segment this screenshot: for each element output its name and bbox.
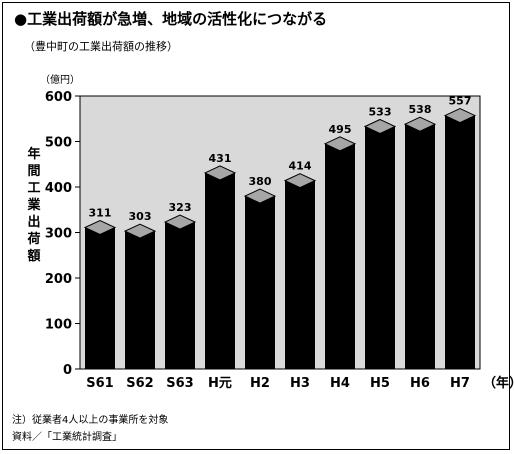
bar-value-label: 533 (369, 105, 392, 118)
bar-value-label: 431 (209, 152, 232, 165)
bar-cap (323, 136, 357, 152)
y-axis-label-char: 工 (27, 181, 40, 196)
bar-value-label: 557 (449, 95, 472, 108)
x-tick-label: S61 (86, 376, 113, 391)
bar-value-label: 538 (409, 103, 432, 116)
y-tick-label: 100 (45, 318, 72, 333)
y-axis-label-char: 額 (26, 248, 40, 264)
y-tick-label: 0 (63, 363, 72, 378)
x-tick-label: H7 (450, 376, 470, 391)
bar-cap (163, 214, 197, 230)
y-tick-label: 600 (45, 90, 72, 105)
bar-value-label: 311 (89, 206, 112, 219)
y-axis-label-char: 間 (27, 164, 40, 179)
chart-title: ●工業出荷額が急増、地域の活性化につながる (14, 10, 327, 28)
y-axis-label-char: 荷 (26, 231, 40, 247)
bar (405, 124, 435, 370)
bar-cap (403, 116, 437, 132)
bar (205, 172, 235, 369)
bars: 311 303 323 431 380 414 495 533 538 557 (83, 95, 477, 370)
x-tick-label: H4 (330, 376, 350, 391)
bar-value-label: 303 (129, 210, 152, 223)
y-axis-ticks: 0 100 200 300 400 500 600 (45, 90, 80, 378)
bar (85, 227, 115, 369)
bar (125, 231, 155, 369)
bar (285, 180, 315, 369)
y-axis-label-char: 年 (27, 146, 40, 162)
bar-cap (363, 118, 397, 135)
bar (445, 115, 475, 369)
x-tick-label: H6 (410, 376, 430, 391)
bar-value-label: 380 (249, 175, 272, 188)
bar-value-label: 495 (329, 123, 352, 136)
bar (245, 196, 275, 369)
footnote-scope: 注）従業者4人以上の事業所を対象 (12, 413, 168, 426)
y-axis-label-char: 業 (26, 197, 41, 213)
x-tick-label: H5 (370, 376, 390, 391)
bar-cap (443, 108, 477, 124)
bar-cap (123, 223, 157, 239)
y-unit-label: （億円） (40, 73, 80, 86)
bar (165, 222, 195, 369)
bar (325, 143, 355, 369)
bar-cap (203, 165, 237, 181)
bar-value-label: 323 (169, 201, 192, 214)
x-unit-label: （年） (483, 375, 514, 391)
y-axis-label-char: 出 (27, 214, 40, 230)
chart-subtitle: （豊中町の工業出荷額の推移） (24, 39, 178, 53)
bar-cap (83, 219, 117, 236)
x-axis-ticks: S61 S62 S63 H元 H2 H3 H4 H5 H6 H7 (86, 376, 470, 391)
y-tick-label: 200 (45, 272, 72, 287)
y-tick-label: 300 (45, 227, 72, 242)
x-tick-label: H元 (208, 376, 232, 391)
x-tick-label: H3 (290, 376, 310, 391)
bar-cap (283, 173, 317, 189)
bar-value-label: 414 (289, 160, 312, 173)
x-tick-label: S62 (126, 376, 153, 391)
y-tick-label: 400 (45, 181, 72, 196)
x-tick-label: S63 (166, 376, 193, 391)
bar (365, 126, 395, 369)
footnote-source: 資料／「工業統計調査」 (12, 430, 122, 443)
x-tick-label: H2 (250, 376, 270, 391)
bar-cap (243, 188, 277, 204)
y-tick-label: 500 (45, 136, 72, 151)
